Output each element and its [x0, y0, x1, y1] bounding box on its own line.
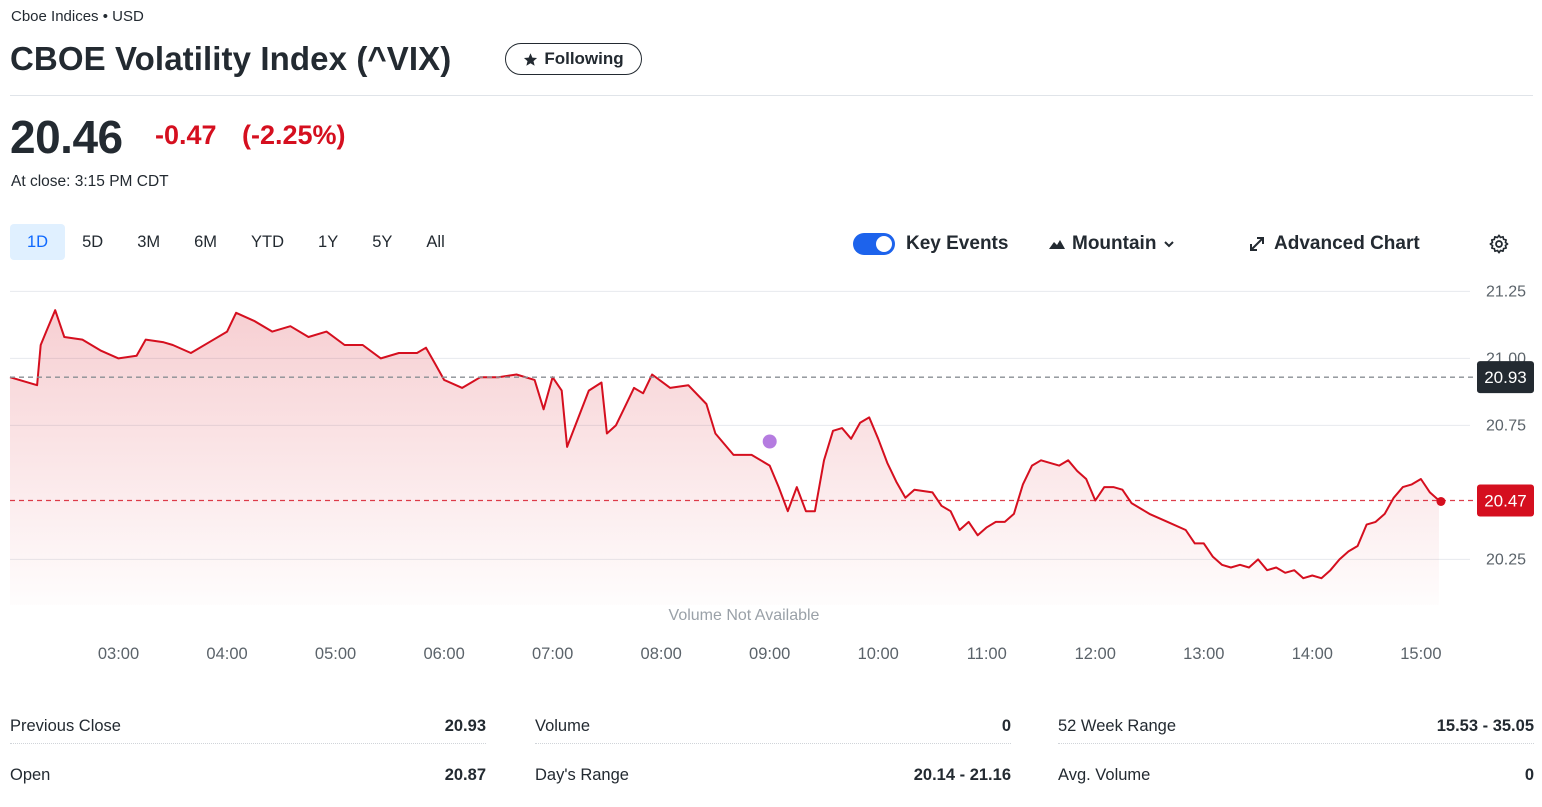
expand-icon [1250, 237, 1264, 251]
last-value-badge [1477, 484, 1534, 517]
range-button-1d[interactable]: 1D [10, 224, 66, 260]
x-tick-label: 12:00 [1075, 645, 1116, 663]
stat-value: 0 [1524, 766, 1534, 784]
y-tick-label: 20.25 [1486, 551, 1526, 568]
mountain-icon [1049, 240, 1065, 249]
stat-label: Day's Range [535, 766, 629, 784]
range-button-5d[interactable]: 5D [82, 233, 104, 251]
stat-label: 52 Week Range [1058, 717, 1177, 735]
x-tick-label: 15:00 [1400, 645, 1441, 663]
stat-value: 20.93 [444, 717, 486, 735]
x-tick-label: 04:00 [206, 645, 247, 663]
current-price: 20.46 [10, 111, 123, 163]
range-button-3m[interactable]: 3M [137, 233, 161, 251]
x-tick-label: 08:00 [641, 645, 682, 663]
stat-row: Avg. Volume 0 [1058, 759, 1534, 792]
range-button-1y[interactable]: 1Y [318, 233, 339, 251]
x-tick-label: 11:00 [967, 645, 1007, 663]
range-button-5y[interactable]: 5Y [372, 233, 393, 251]
stat-label: Previous Close [10, 717, 121, 735]
x-tick-label: 05:00 [315, 645, 356, 663]
stat-value: 20.14 - 21.16 [913, 766, 1011, 784]
chevron-down-icon [1164, 241, 1175, 248]
stat-row: Open 20.87 [10, 759, 486, 792]
advanced-chart-button[interactable]: Advanced Chart [1248, 233, 1420, 255]
divider [10, 95, 1533, 96]
price-change: -0.47 [155, 120, 217, 150]
price-change-percent: (-2.25%) [242, 120, 346, 150]
price-area [10, 310, 1439, 605]
page-title: CBOE Volatility Index (^VIX) [10, 40, 452, 77]
last-value-dot [1436, 496, 1446, 506]
key-events-label: Key Events [906, 233, 1009, 254]
following-label: Following [544, 49, 624, 68]
x-tick-label: 09:00 [749, 645, 790, 663]
x-tick-label: 06:00 [423, 645, 464, 663]
stat-label: Volume [535, 717, 591, 735]
advanced-chart-label: Advanced Chart [1274, 233, 1420, 254]
y-tick-label: 20.75 [1486, 417, 1526, 434]
range-button-ytd[interactable]: YTD [251, 233, 285, 251]
previous-close-label: 20.93 [1484, 368, 1527, 387]
stat-label: Avg. Volume [1058, 766, 1151, 784]
last-value-label: 20.47 [1484, 491, 1527, 510]
key-events-toggle[interactable] [853, 233, 895, 255]
range-selector: 1D 5D 3M 6M YTD 1Y 5Y All [10, 224, 462, 260]
volume-not-available-label: Volume Not Available [669, 607, 820, 624]
x-tick-label: 10:00 [858, 645, 899, 663]
x-tick-label: 03:00 [98, 645, 139, 663]
stat-value: 15.53 - 35.05 [1436, 717, 1534, 735]
chart-type-label: Mountain [1072, 233, 1157, 254]
close-time: At close: 3:15 PM CDT [11, 173, 169, 190]
price-line [9, 309, 1440, 580]
range-button-6m[interactable]: 6M [194, 233, 218, 251]
chart-type-dropdown[interactable]: Mountain [1048, 233, 1176, 255]
stat-value: 0 [1001, 717, 1011, 735]
x-tick-label: 07:00 [532, 645, 573, 663]
stat-label: Open [10, 766, 51, 784]
stats-column: Volume 0 Day's Range 20.14 - 21.16 [535, 710, 1011, 807]
stats-column: Previous Close 20.93 Open 20.87 [10, 710, 486, 807]
stat-row: Previous Close 20.93 [10, 710, 486, 744]
stat-row: 52 Week Range 15.53 - 35.05 [1058, 710, 1534, 744]
y-tick-label: 21.25 [1486, 283, 1526, 300]
previous-close-badge [1477, 361, 1534, 394]
following-button[interactable]: Following [505, 43, 642, 75]
star-icon [524, 52, 538, 66]
stat-value: 20.87 [444, 766, 486, 784]
stat-row: Day's Range 20.14 - 21.16 [535, 759, 1011, 792]
key-event-marker[interactable] [762, 434, 777, 449]
settings-button[interactable] [1488, 233, 1510, 260]
x-tick-label: 14:00 [1292, 645, 1333, 663]
exchange-label: Cboe Indices • USD [11, 8, 144, 25]
stats-column: 52 Week Range 15.53 - 35.05 Avg. Volume 0 [1058, 710, 1534, 807]
range-button-all[interactable]: All [426, 233, 445, 251]
stat-row: Volume 0 [535, 710, 1011, 744]
gear-icon [1489, 234, 1509, 254]
x-tick-label: 13:00 [1183, 645, 1224, 663]
